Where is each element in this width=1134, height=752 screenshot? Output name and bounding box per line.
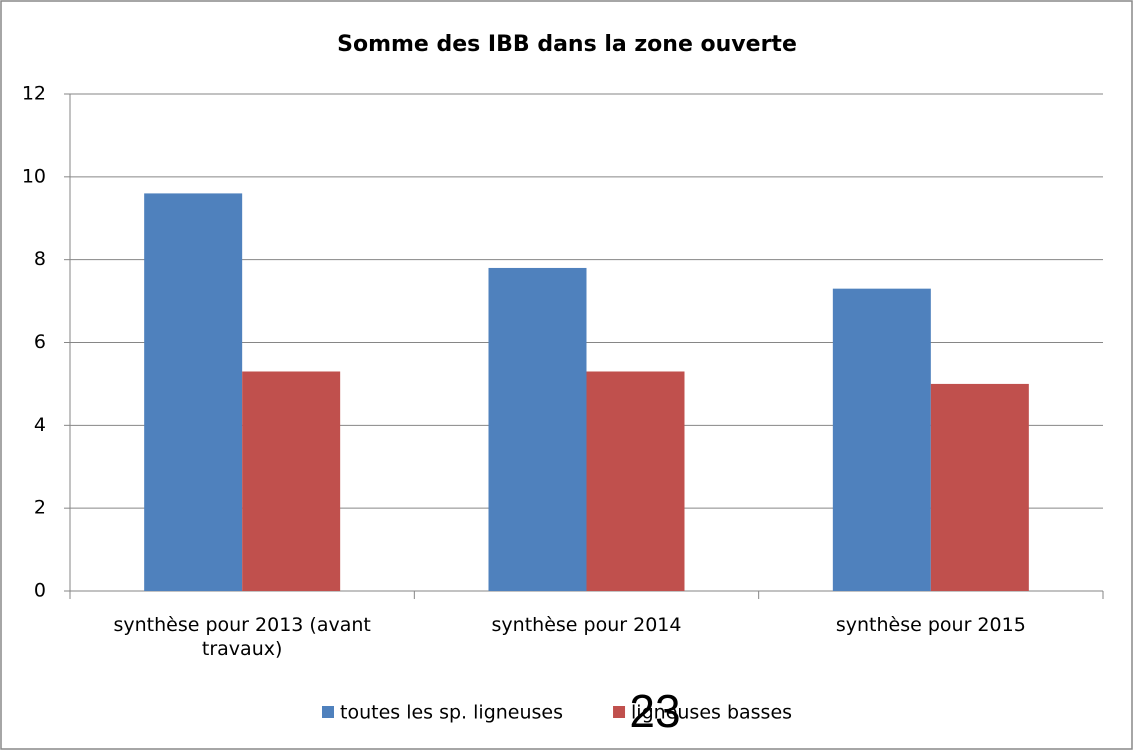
y-tick-label: 2: [34, 497, 46, 519]
x-tick-label: synthèse pour 2015: [835, 614, 1026, 636]
x-tick-label: synthèse pour 2014: [491, 614, 682, 636]
chart-title: Somme des IBB dans la zone ouverte: [337, 32, 797, 57]
bar: [832, 288, 931, 591]
y-tick-label: 12: [22, 83, 46, 105]
legend-swatch: [613, 706, 626, 718]
y-tick-label: 0: [34, 580, 46, 602]
bar: [144, 193, 243, 591]
bar: [930, 383, 1029, 591]
bar: [586, 371, 685, 591]
legend-label: ligneuses basses: [631, 702, 792, 724]
legend-label: toutes les sp. ligneuses: [340, 702, 563, 724]
y-tick-label: 6: [34, 331, 46, 353]
page-number: 23: [629, 685, 680, 737]
bar: [488, 267, 587, 591]
y-tick-label: 10: [22, 165, 46, 187]
bar: [242, 371, 341, 591]
legend-swatch: [322, 706, 334, 718]
y-tick-label: 4: [34, 414, 46, 436]
x-tick-label: synthèse pour 2013 (avant travaux): [113, 614, 371, 660]
y-tick-label: 8: [34, 248, 46, 270]
